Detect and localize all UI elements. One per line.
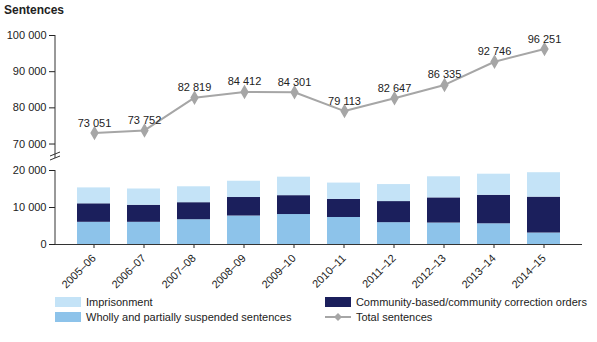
svg-text:2010–11: 2010–11 — [310, 252, 348, 290]
svg-text:2013–14: 2013–14 — [459, 252, 498, 291]
svg-text:82 647: 82 647 — [378, 82, 412, 94]
svg-text:70 000: 70 000 — [13, 138, 47, 150]
svg-text:20 000: 20 000 — [13, 164, 47, 176]
svg-text:2006–07: 2006–07 — [109, 252, 148, 291]
svg-text:86 335: 86 335 — [428, 68, 462, 80]
svg-text:2012–13: 2012–13 — [409, 252, 448, 291]
html-text:Total sentences: Total sentences — [355, 311, 433, 323]
svg-text:100 000: 100 000 — [7, 29, 47, 41]
html-text:Sentences: Sentences — [4, 3, 64, 17]
svg-text:79 113: 79 113 — [328, 95, 361, 107]
svg-text:84 412: 84 412 — [228, 75, 262, 87]
svg-text:96 251: 96 251 — [528, 33, 562, 45]
svg-text:2009–10: 2009–10 — [259, 252, 298, 291]
svg-text:2014–15: 2014–15 — [509, 252, 548, 291]
svg-text:10 000: 10 000 — [13, 201, 47, 213]
svg-text:0: 0 — [40, 238, 46, 250]
html-text:Imprisonment: Imprisonment — [86, 296, 153, 308]
svg-text:92 746: 92 746 — [478, 45, 512, 57]
svg-text:90 000: 90 000 — [13, 65, 47, 77]
svg-text:2011–12: 2011–12 — [360, 252, 398, 290]
svg-text:2008–09: 2008–09 — [209, 252, 248, 291]
html-text:Community-based/community corr: Community-based/community correction ord… — [355, 296, 587, 308]
svg-text:82 819: 82 819 — [178, 81, 212, 93]
svg-text:80 000: 80 000 — [13, 101, 47, 113]
svg-text:73 752: 73 752 — [128, 114, 162, 126]
svg-text:73 051: 73 051 — [78, 117, 112, 129]
svg-text:84 301: 84 301 — [278, 76, 312, 88]
html-text:Wholly and partially suspended: Wholly and partially suspended sentences — [86, 311, 292, 323]
svg-text:2005–06: 2005–06 — [59, 252, 98, 291]
svg-text:2007–08: 2007–08 — [159, 252, 198, 291]
